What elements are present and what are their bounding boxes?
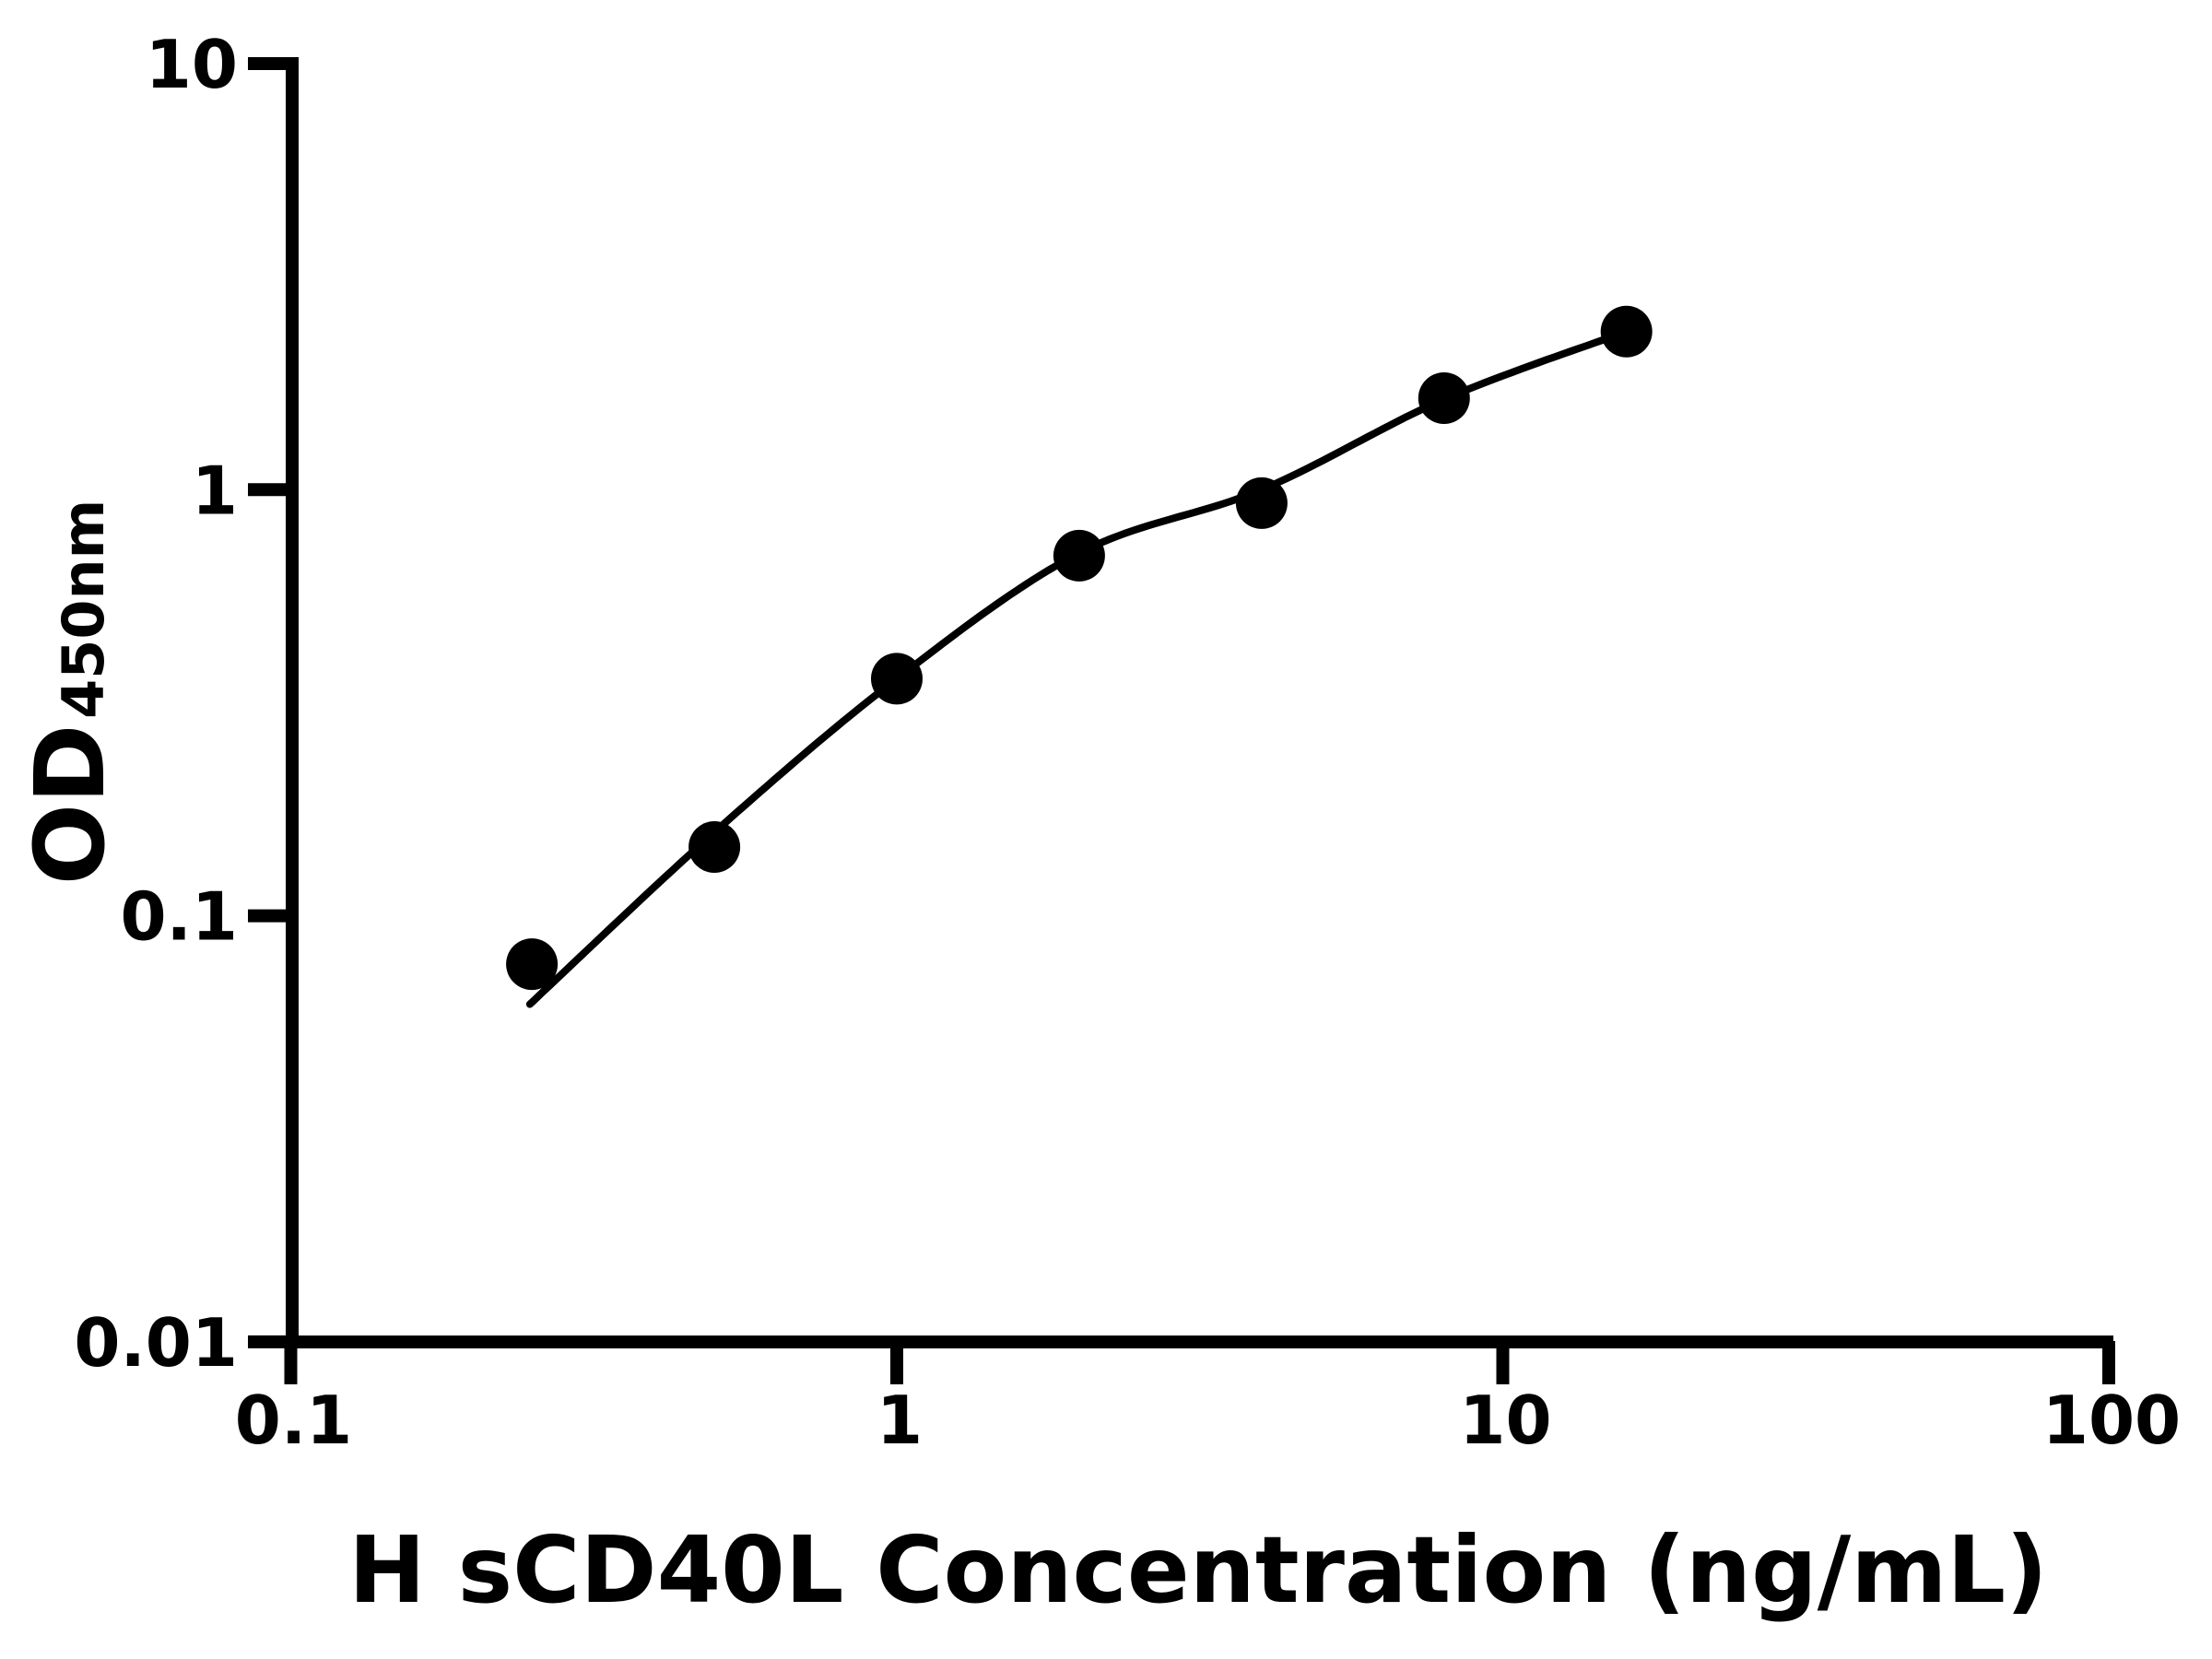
data-point bbox=[1053, 529, 1105, 582]
x-tick-label: 1 bbox=[877, 1382, 923, 1459]
x-tick-label: 10 bbox=[1459, 1382, 1551, 1459]
y-axis-title-subscript: 450nm bbox=[50, 500, 117, 719]
x-tick-label: 100 bbox=[2042, 1382, 2181, 1459]
data-point bbox=[1235, 477, 1288, 529]
data-point bbox=[506, 938, 559, 991]
y-tick-label: 0.1 bbox=[120, 878, 238, 956]
y-axis-title-main: OD bbox=[14, 724, 126, 886]
y-tick-label: 10 bbox=[146, 26, 238, 103]
data-point bbox=[1418, 372, 1470, 424]
fit-curve bbox=[525, 327, 1630, 1008]
x-axis-title: H sCD40L Concentration (ng/mL) bbox=[348, 1516, 2048, 1624]
y-tick-label: 1 bbox=[192, 452, 238, 529]
y-tick-label: 0.01 bbox=[74, 1304, 238, 1382]
data-point bbox=[871, 653, 923, 705]
y-axis-title: OD 450nm bbox=[14, 500, 126, 886]
data-point bbox=[688, 821, 741, 873]
x-tick-label: 0.1 bbox=[235, 1382, 353, 1459]
data-point bbox=[1600, 305, 1653, 358]
